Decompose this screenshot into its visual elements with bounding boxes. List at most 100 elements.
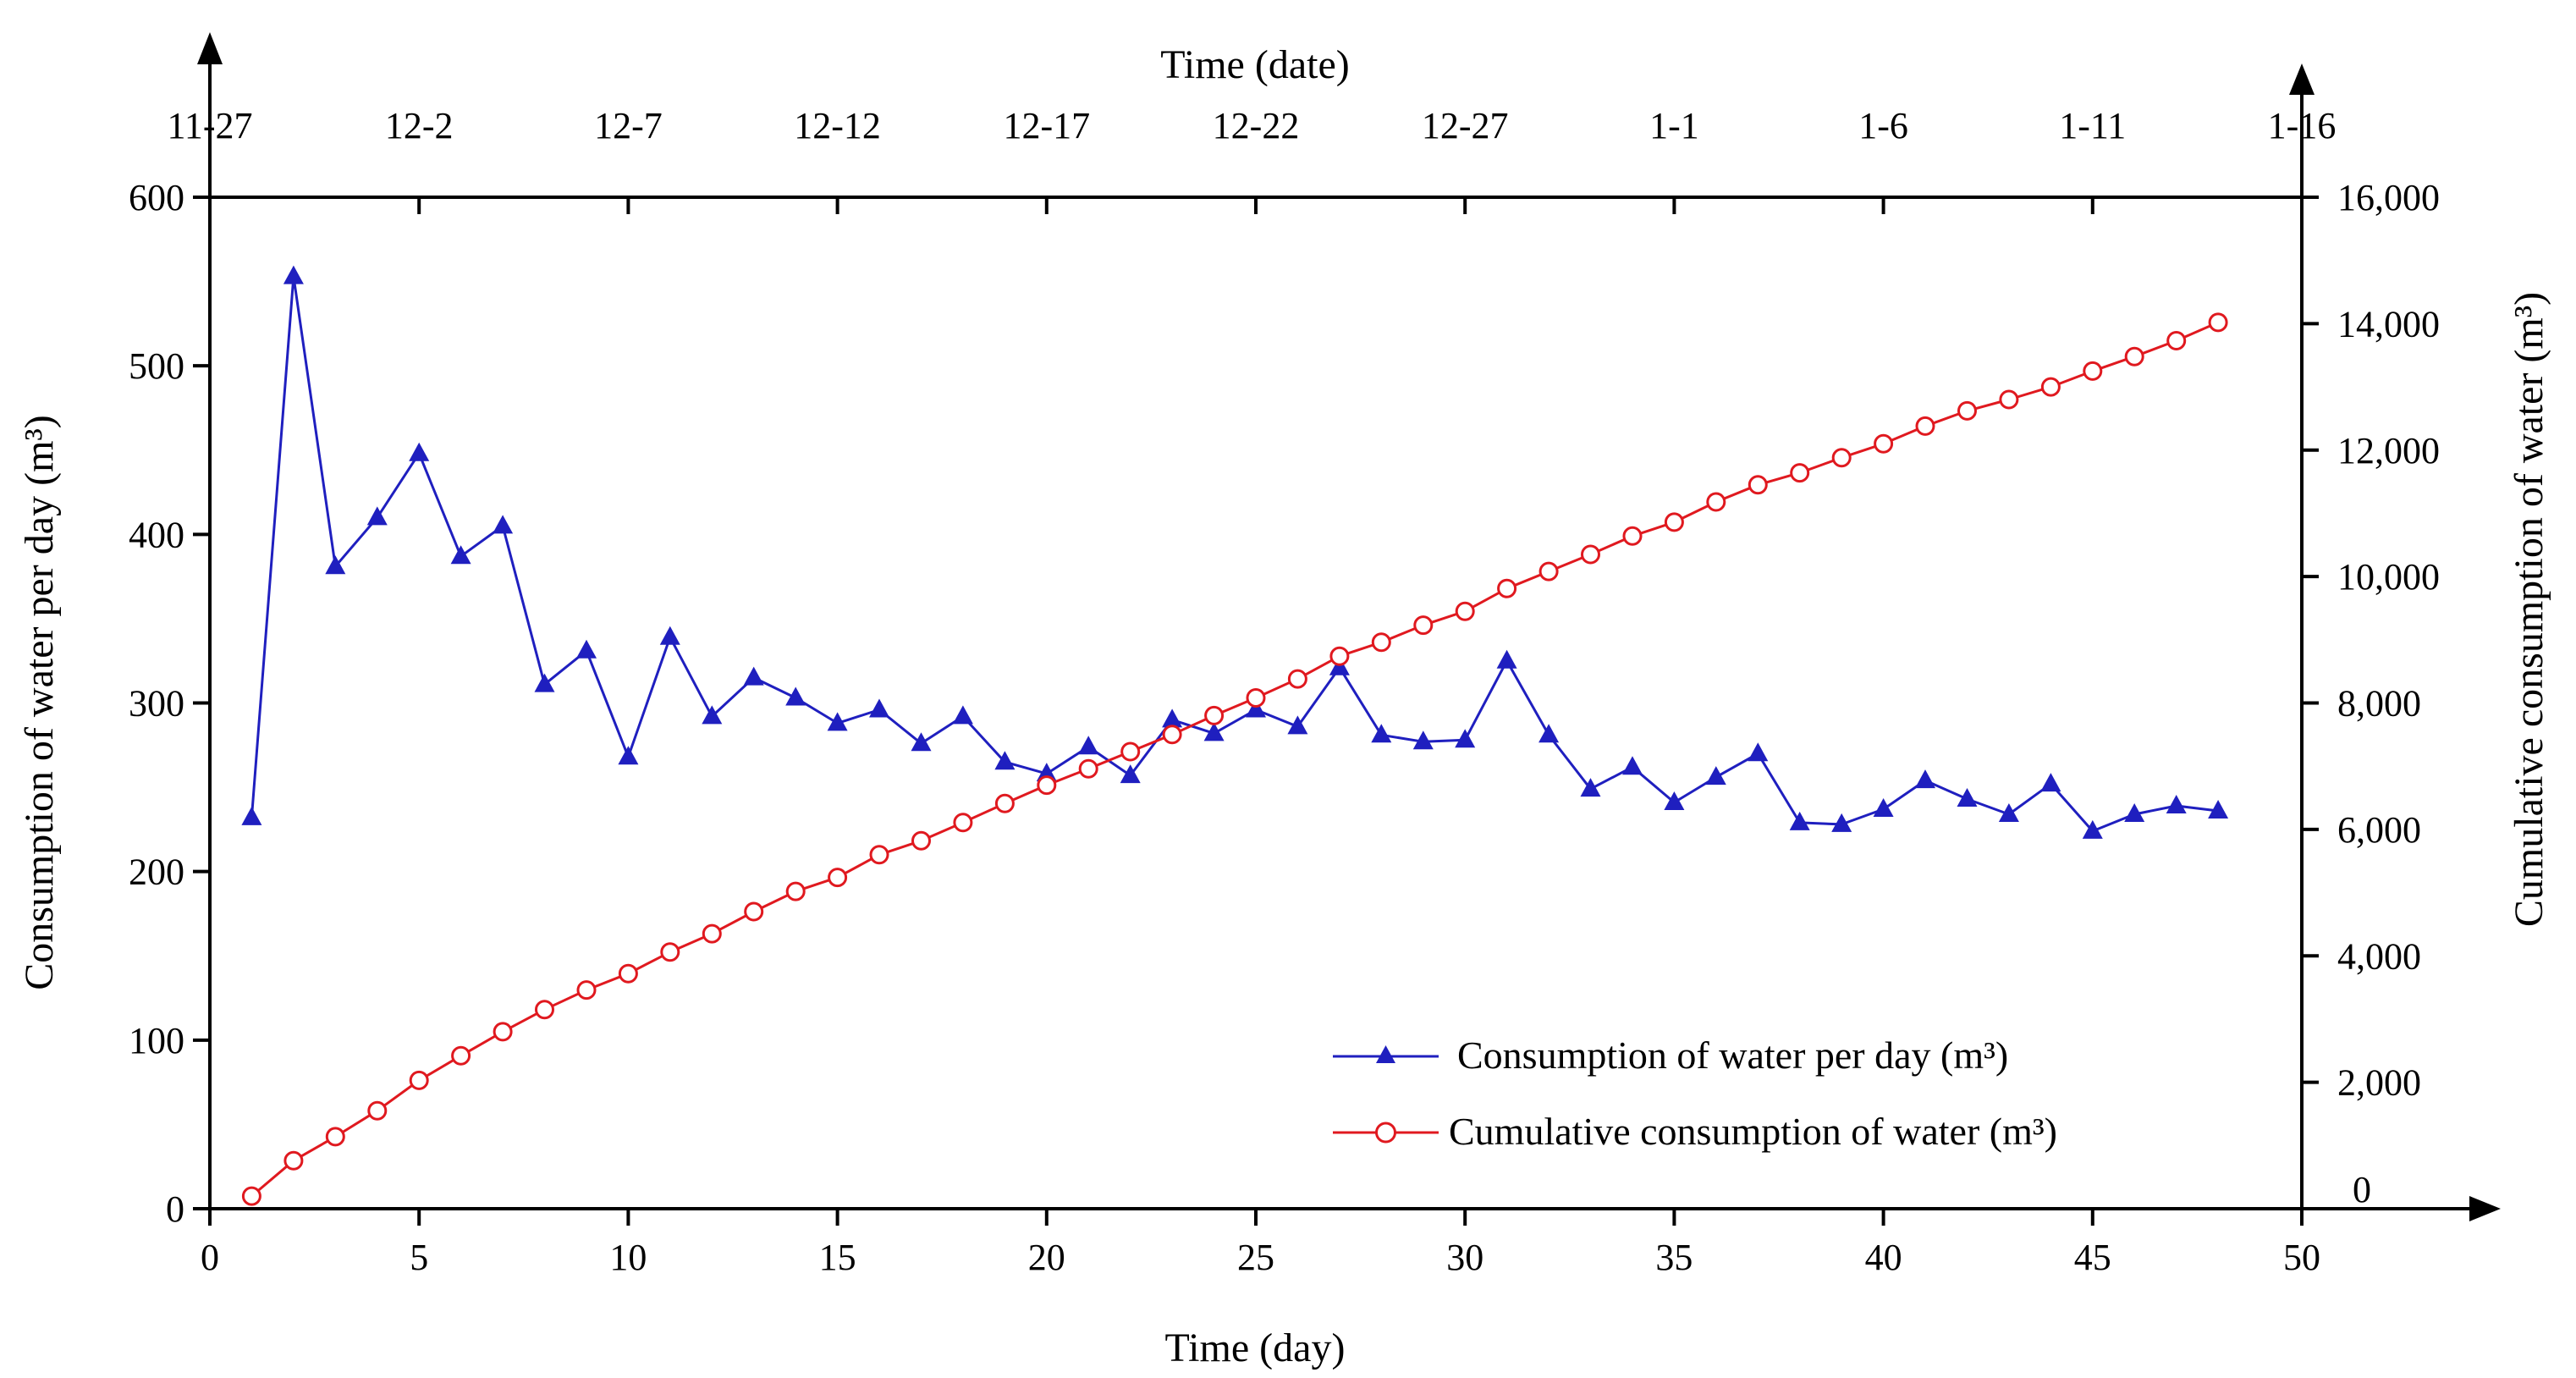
- data-point-daily: [1496, 649, 1517, 669]
- y-tick-label: 0: [166, 1188, 184, 1230]
- data-point-daily: [952, 705, 973, 725]
- data-point-cumulative: [2083, 361, 2103, 381]
- data-point-cumulative: [1874, 433, 1894, 454]
- data-point-cumulative: [1748, 475, 1768, 495]
- data-point-cumulative: [1120, 741, 1141, 762]
- data-point-daily: [2040, 773, 2061, 792]
- x-axis-arrow: [2469, 1196, 2501, 1221]
- data-point-cumulative: [1371, 632, 1391, 653]
- x-tick-label: 50: [2283, 1237, 2320, 1278]
- x-tick-label: 45: [2074, 1237, 2111, 1278]
- x-axis-title: Time (day): [1165, 1326, 1346, 1370]
- data-point-cumulative: [618, 963, 638, 984]
- data-point-cumulative: [994, 793, 1015, 813]
- top-tick-label: 12-2: [385, 105, 454, 146]
- y2-tick-label: 4,000: [2337, 935, 2421, 977]
- y2-tick-label: 8,000: [2337, 683, 2421, 725]
- x-tick-label: 20: [1028, 1237, 1065, 1278]
- data-point-daily: [1957, 788, 1978, 807]
- y-tick-label: 600: [129, 177, 184, 218]
- data-point-daily: [1078, 736, 1099, 755]
- data-point-cumulative: [451, 1045, 471, 1066]
- top-tick-label: 12-7: [594, 105, 663, 146]
- data-point-daily: [785, 686, 806, 706]
- data-point-daily: [2124, 803, 2145, 822]
- data-point-daily: [283, 265, 304, 284]
- data-point-daily: [827, 712, 848, 731]
- data-point-daily: [241, 806, 262, 825]
- data-point-daily: [869, 698, 889, 718]
- top-tick-label: 1-1: [1649, 105, 1699, 146]
- data-point-cumulative: [702, 923, 722, 944]
- data-point-daily: [1203, 722, 1225, 741]
- data-point-cumulative: [1706, 492, 1726, 512]
- data-point-daily: [659, 626, 680, 645]
- data-point-daily: [1789, 811, 1810, 830]
- data-point-daily: [1287, 715, 1308, 735]
- data-point-daily: [1162, 708, 1183, 728]
- data-point-daily: [1455, 729, 1476, 748]
- data-point-cumulative: [785, 881, 806, 901]
- data-point-daily: [325, 555, 346, 575]
- data-point-daily: [493, 515, 514, 534]
- data-point-daily: [994, 751, 1016, 770]
- top-tick-label: 12-27: [1422, 105, 1509, 146]
- data-point-cumulative: [911, 830, 931, 851]
- data-point-cumulative: [1581, 544, 1600, 565]
- data-point-cumulative: [1831, 448, 1852, 468]
- y2-tick-label: 2,000: [2337, 1062, 2421, 1104]
- data-point-daily: [1705, 766, 1726, 785]
- y2-tick-label: 14,000: [2337, 303, 2440, 344]
- data-point-cumulative: [1790, 463, 1810, 483]
- data-point-cumulative: [953, 813, 973, 833]
- y-tick-label: 200: [129, 852, 184, 893]
- x-tick-label: 35: [1655, 1237, 1693, 1278]
- data-point-daily: [743, 666, 764, 686]
- data-point-daily: [1622, 756, 1643, 775]
- data-point-cumulative: [2040, 377, 2061, 397]
- data-point-daily: [2166, 795, 2187, 813]
- data-point-daily: [702, 705, 723, 725]
- y2-tick-label: 10,000: [2337, 556, 2440, 598]
- legend-label-daily: Consumption of water per day (m³): [1457, 1034, 2008, 1077]
- data-point-cumulative: [1037, 775, 1057, 796]
- data-point-cumulative: [2166, 331, 2187, 350]
- data-point-daily: [1538, 724, 1560, 743]
- data-point-daily: [911, 732, 932, 752]
- data-point-cumulative: [2124, 346, 2144, 367]
- legend-label-cumulative: Cumulative consumption of water (m³): [1449, 1110, 2057, 1153]
- x-tick-label: 15: [819, 1237, 856, 1278]
- top-tick-label: 12-12: [794, 105, 881, 146]
- legend-marker-cumulative: [1375, 1122, 1396, 1144]
- y2-tick-label: 16,000: [2337, 177, 2440, 218]
- y2-axis-arrow: [2289, 63, 2315, 95]
- data-point-daily: [1873, 798, 1894, 817]
- y2-tick-label: 12,000: [2337, 430, 2440, 471]
- series-line-daily: [250, 275, 2219, 833]
- data-point-daily: [2082, 819, 2103, 839]
- x-tick-label: 40: [1865, 1237, 1902, 1278]
- data-point-daily: [1120, 764, 1141, 784]
- data-point-cumulative: [576, 980, 597, 1000]
- data-point-daily: [1915, 769, 1935, 789]
- data-point-cumulative: [1999, 389, 2019, 410]
- data-point-daily: [1412, 730, 1434, 750]
- data-point-cumulative: [1455, 601, 1475, 621]
- x-tick-label: 30: [1446, 1237, 1483, 1278]
- data-point-daily: [534, 673, 555, 692]
- data-point-daily: [1664, 791, 1685, 810]
- data-point-daily: [1036, 763, 1057, 782]
- data-point-cumulative: [535, 1000, 554, 1020]
- y-tick-label: 100: [129, 1020, 184, 1061]
- y-tick-label: 400: [129, 514, 184, 555]
- data-point-daily: [2208, 800, 2229, 819]
- y2-axis-title: Cumulative consumption of water (m³): [2507, 292, 2551, 927]
- legend-marker-daily: [1376, 1045, 1395, 1063]
- top-tick-label: 1-6: [1858, 105, 1908, 146]
- axes: 0 5 10 15 20 25 30 35 40 45 50 11-27 12-2 12-7 12-12 12…: [129, 32, 2501, 1278]
- y-tick-label: 500: [129, 345, 184, 387]
- data-point-cumulative: [1957, 400, 1977, 421]
- data-point-cumulative: [283, 1150, 304, 1171]
- data-point-cumulative: [869, 845, 889, 865]
